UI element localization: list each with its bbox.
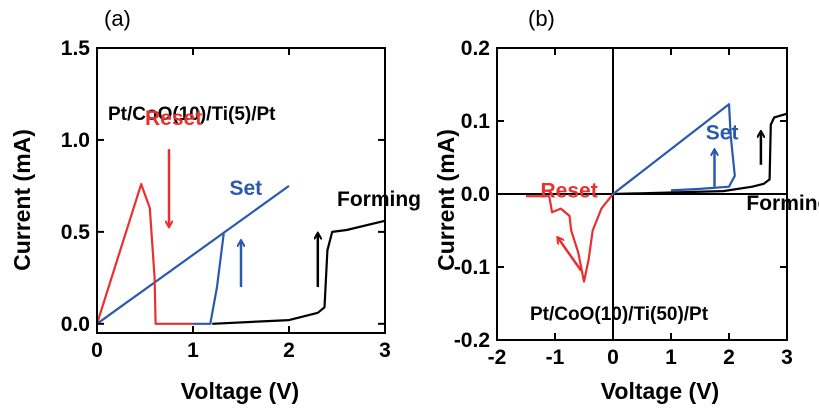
panel-b-y-tick-label: 0.0 — [461, 183, 490, 206]
panel-a-y-tick-label: 1.0 — [61, 129, 90, 152]
panel-a-y-tick-label: 0.5 — [61, 221, 91, 244]
panel-a-y-tick-label: 1.5 — [61, 37, 91, 60]
panel-b-annotation-forming: Forming — [746, 192, 819, 215]
panel-b-x-tick-label: 1 — [665, 346, 677, 369]
panel-a-label: (a) — [104, 6, 131, 31]
panel-a-sample-label: Pt/CoO(10)/Ti(5)/Pt — [108, 104, 276, 125]
panel-a-ylabel: Current (mA) — [9, 129, 35, 271]
panel-b-x-tick-label: 0 — [607, 346, 619, 369]
panel-b-x-tick-label: -2 — [488, 346, 507, 369]
panel-b-x-tick-label: 3 — [781, 346, 793, 369]
panel-b-x-tick-label: 2 — [723, 346, 735, 369]
panel-b-annotation-reset: Reset — [541, 180, 598, 203]
panel-a-annotation-forming: Forming — [337, 188, 421, 211]
panel-b-y-tick-label: 0.2 — [461, 37, 490, 60]
panel-b-annotation-set: Set — [706, 121, 739, 144]
panel-b-ylabel: Current (mA) — [433, 129, 459, 271]
panel-b-y-tick-label: -0.2 — [454, 329, 490, 352]
panel-a-series-line-2 — [193, 233, 225, 325]
panel-b-series-line-2 — [526, 193, 614, 283]
panel-b-xlabel: Voltage (V) — [601, 378, 719, 404]
panel-b-y-tick-label: -0.1 — [454, 256, 491, 279]
panel-a-series-line-1 — [96, 185, 290, 325]
panel-b-annotation-arrow — [558, 238, 583, 272]
panel-a-annotation-set: Set — [229, 177, 262, 200]
panel-a-annotation-reset: Reset — [145, 107, 202, 130]
panel-b: (b) Current (mA) Voltage (V) Pt/CoO(10)/… — [433, 6, 819, 404]
panel-a: (a) Current (mA) Voltage (V) Pt/CoO(10)/… — [9, 6, 421, 404]
panel-b-series-line-1 — [612, 103, 736, 195]
panel-a-series-line-0 — [212, 219, 386, 325]
panel-a-x-tick-label: 3 — [379, 339, 391, 362]
panel-a-xlabel: Voltage (V) — [181, 378, 299, 404]
panel-a-plot-frame — [96, 47, 386, 334]
panel-b-series-line-0 — [612, 112, 788, 196]
panel-b-label: (b) — [528, 6, 555, 31]
panel-b-y-tick-label: 0.1 — [461, 110, 491, 133]
panel-b-x-tick-label: -1 — [546, 346, 565, 369]
panel-a-y-tick-label: 0.0 — [61, 313, 90, 336]
panel-b-sample-label: Pt/CoO(10)/Ti(50)/Pt — [530, 304, 709, 325]
panel-a-x-tick-label: 1 — [187, 339, 199, 362]
panel-a-x-tick-label: 2 — [283, 339, 295, 362]
panel-a-series-line-3 — [95, 183, 193, 325]
panel-a-x-tick-label: 0 — [91, 339, 103, 362]
